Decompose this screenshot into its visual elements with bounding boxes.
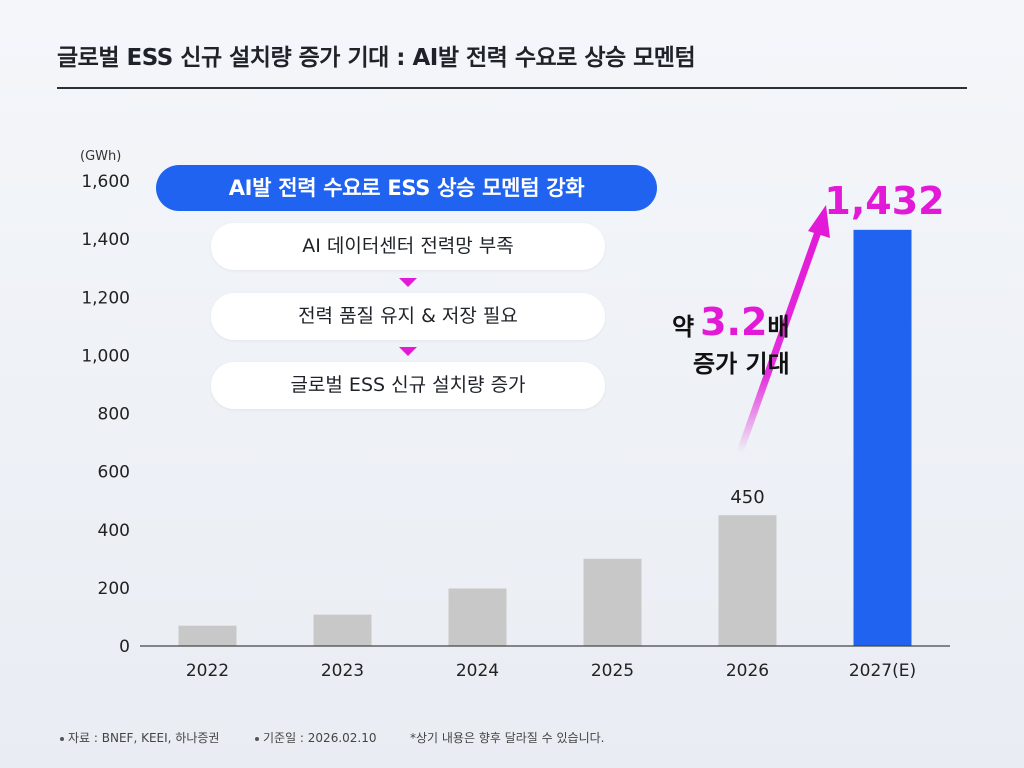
- growth-line1: 약 3.2배: [672, 300, 790, 344]
- bar-2024: [448, 588, 507, 646]
- headline-pill: AI발 전력 수요로 ESS 상승 모멘텀 강화: [156, 165, 657, 211]
- growth-line2: 증가 기대: [693, 350, 790, 378]
- down-arrow-icon: [399, 278, 417, 287]
- bar-2026: [718, 515, 777, 646]
- y-tick-label: 400: [98, 521, 130, 541]
- data-labels: 450 1,432: [730, 179, 944, 508]
- bars: [178, 229, 912, 646]
- x-tick-label: 2022: [186, 661, 229, 681]
- growth-value: 3.2: [700, 300, 767, 344]
- growth-prefix: 약: [672, 313, 694, 341]
- bar-2027e: [853, 229, 912, 646]
- step-pill-1: AI 데이터센터 전력망 부족: [211, 223, 605, 270]
- y-tick-label: 0: [119, 637, 130, 657]
- footer-date: 기준일 : 2026.02.10: [255, 729, 377, 746]
- y-tick-label: 1,000: [81, 346, 130, 366]
- x-tick-label: 2023: [321, 661, 364, 681]
- x-axis-ticks: 2022 2023 2024 2025 2026 2027(E): [186, 661, 916, 681]
- y-tick-label: 200: [98, 579, 130, 599]
- footer-date-text: 기준일 : 2026.02.10: [263, 731, 377, 745]
- data-label: 1,432: [824, 179, 944, 223]
- footer-source-text: 자료 : BNEF, KEEI, 하나증권: [68, 731, 220, 745]
- y-tick-label: 600: [98, 463, 130, 483]
- y-tick-label: 800: [98, 405, 130, 425]
- step-pill-3: 글로벌 ESS 신규 설치량 증가: [211, 362, 605, 409]
- y-tick-label: 1,600: [81, 172, 130, 192]
- down-arrow-icon: [399, 347, 417, 356]
- step-pill-2: 전력 품질 유지 & 저장 필요: [211, 293, 605, 340]
- growth-suffix: 배: [767, 313, 789, 341]
- y-tick-label: 1,400: [81, 230, 130, 250]
- x-tick-label: 2024: [456, 661, 499, 681]
- growth-arrow-head: [808, 205, 830, 238]
- bar-2022: [178, 625, 237, 646]
- x-tick-label: 2027(E): [849, 661, 916, 681]
- bar-2023: [313, 614, 372, 646]
- growth-arrow-shaft: [736, 228, 822, 456]
- footer-source: 자료 : BNEF, KEEI, 하나증권: [60, 729, 219, 746]
- y-axis-ticks: 0 200 400 600 800 1,000 1,200 1,400 1,600: [81, 172, 130, 657]
- bar-2025: [583, 558, 642, 646]
- page-title: 글로벌 ESS 신규 설치량 증가 기대 : AI발 전력 수요로 상승 모멘텀: [57, 45, 696, 71]
- x-tick-label: 2026: [726, 661, 769, 681]
- data-label: 450: [730, 487, 764, 508]
- bullet-icon: [255, 736, 259, 741]
- footer-note: *상기 내용은 향후 달라질 수 있습니다.: [410, 731, 605, 745]
- y-tick-label: 1,200: [81, 288, 130, 308]
- bullet-icon: [60, 736, 64, 741]
- y-axis-unit: (GWh): [80, 149, 121, 164]
- title-divider: [57, 87, 967, 89]
- x-tick-label: 2025: [591, 661, 634, 681]
